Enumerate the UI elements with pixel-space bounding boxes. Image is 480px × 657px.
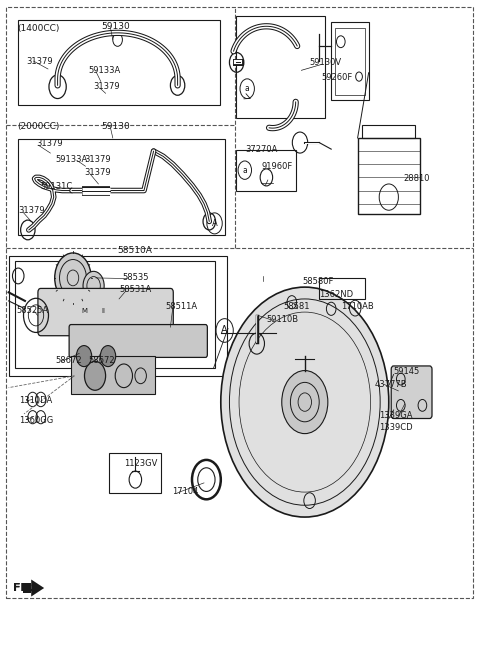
Text: FR.: FR. [13,583,34,593]
Text: 58510A: 58510A [118,246,153,256]
Text: 31379: 31379 [84,155,110,164]
Text: 17104: 17104 [172,487,198,496]
Text: 59145: 59145 [394,367,420,376]
Text: 1310DA: 1310DA [19,396,52,405]
Text: 58672: 58672 [89,355,115,365]
Text: 58580F: 58580F [302,277,334,286]
Text: 58525A: 58525A [17,306,49,315]
Circle shape [55,253,91,303]
Text: 59130: 59130 [101,22,130,31]
Text: 59260F: 59260F [322,73,353,82]
Text: 59130: 59130 [101,122,130,131]
Text: 1339GA: 1339GA [379,411,413,420]
Text: 43777B: 43777B [374,380,407,389]
Text: 59131C: 59131C [41,182,73,191]
Text: 58581: 58581 [283,302,310,311]
Text: (2000CC): (2000CC) [17,122,59,131]
Text: A: A [221,325,228,336]
Text: M: M [81,308,87,315]
Text: 1123GV: 1123GV [124,459,157,468]
Text: 1362ND: 1362ND [319,290,353,300]
Circle shape [83,271,104,300]
FancyBboxPatch shape [391,366,432,419]
FancyBboxPatch shape [69,325,207,357]
Text: 1360GG: 1360GG [19,416,53,425]
Text: 1339CD: 1339CD [379,422,413,432]
Circle shape [282,371,328,434]
Circle shape [84,361,106,390]
FancyBboxPatch shape [38,288,173,336]
Text: a: a [242,166,247,175]
Text: II: II [101,308,105,315]
Text: 59130V: 59130V [310,58,342,67]
Text: 31379: 31379 [36,139,62,148]
Polygon shape [71,356,155,394]
Text: 31379: 31379 [18,206,45,215]
Text: 28810: 28810 [403,174,430,183]
Text: a: a [245,84,250,93]
Text: 1710AB: 1710AB [341,302,373,311]
Text: 59133A: 59133A [89,66,121,75]
Text: 58672: 58672 [55,355,82,365]
Circle shape [221,287,389,517]
Text: 58535: 58535 [122,273,149,282]
Text: 58531A: 58531A [119,285,151,294]
Text: 59110B: 59110B [266,315,299,324]
Text: 58511A: 58511A [166,302,198,311]
Circle shape [100,346,116,367]
Text: 31379: 31379 [94,82,120,91]
Text: 37270A: 37270A [245,145,277,154]
Text: 59133A: 59133A [55,155,87,164]
Text: 31379: 31379 [26,57,53,66]
Polygon shape [23,583,31,593]
Text: 91960F: 91960F [262,162,293,171]
Circle shape [76,346,92,367]
Text: FR.: FR. [13,583,34,593]
Polygon shape [31,579,44,597]
Text: (1400CC): (1400CC) [17,24,59,34]
Text: 31379: 31379 [84,168,110,177]
Text: A: A [212,219,217,228]
